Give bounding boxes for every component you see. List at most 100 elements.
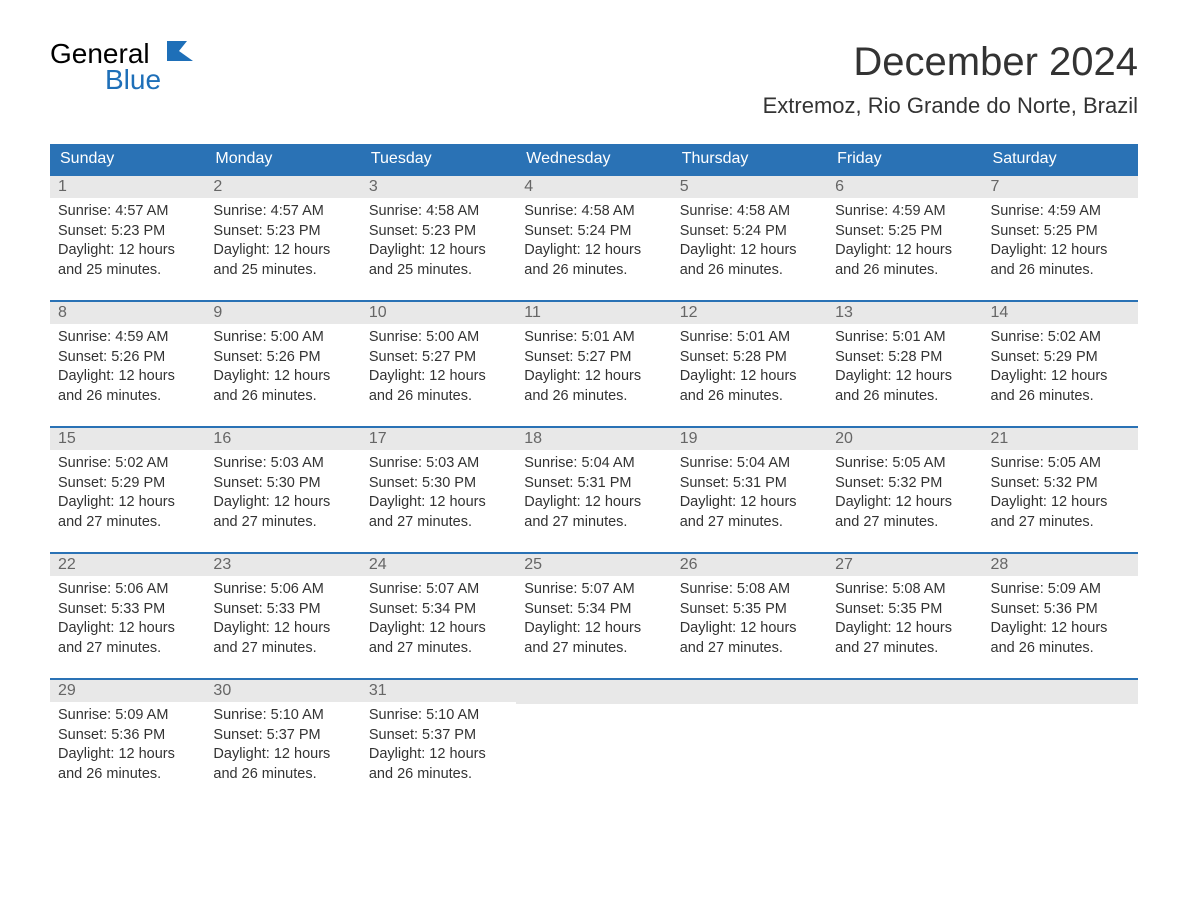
- day-number: 14: [983, 302, 1138, 324]
- day-d1: Daylight: 12 hours: [369, 367, 508, 387]
- day-number: 27: [827, 554, 982, 576]
- day-sunset: Sunset: 5:23 PM: [58, 222, 197, 242]
- day-sunrise: Sunrise: 4:59 AM: [991, 202, 1130, 222]
- day-number: 5: [672, 176, 827, 198]
- day-number: [516, 680, 671, 704]
- day-sunset: Sunset: 5:31 PM: [524, 474, 663, 494]
- day-cell: 24Sunrise: 5:07 AMSunset: 5:34 PMDayligh…: [361, 554, 516, 664]
- day-content: Sunrise: 5:02 AMSunset: 5:29 PMDaylight:…: [983, 324, 1138, 410]
- day-sunrise: Sunrise: 4:58 AM: [524, 202, 663, 222]
- day-content: Sunrise: 5:08 AMSunset: 5:35 PMDaylight:…: [827, 576, 982, 662]
- day-number: 28: [983, 554, 1138, 576]
- day-cell: 30Sunrise: 5:10 AMSunset: 5:37 PMDayligh…: [205, 680, 360, 790]
- day-cell: 17Sunrise: 5:03 AMSunset: 5:30 PMDayligh…: [361, 428, 516, 538]
- day-sunrise: Sunrise: 4:57 AM: [58, 202, 197, 222]
- day-sunset: Sunset: 5:24 PM: [680, 222, 819, 242]
- day-content: Sunrise: 5:05 AMSunset: 5:32 PMDaylight:…: [827, 450, 982, 536]
- day-d2: and 26 minutes.: [213, 765, 352, 785]
- calendar: SundayMondayTuesdayWednesdayThursdayFrid…: [50, 144, 1138, 790]
- day-cell: 23Sunrise: 5:06 AMSunset: 5:33 PMDayligh…: [205, 554, 360, 664]
- day-sunrise: Sunrise: 4:59 AM: [835, 202, 974, 222]
- day-d2: and 25 minutes.: [213, 261, 352, 281]
- day-content: Sunrise: 5:04 AMSunset: 5:31 PMDaylight:…: [672, 450, 827, 536]
- day-d2: and 26 minutes.: [991, 639, 1130, 659]
- day-sunrise: Sunrise: 4:57 AM: [213, 202, 352, 222]
- day-content: Sunrise: 5:00 AMSunset: 5:27 PMDaylight:…: [361, 324, 516, 410]
- day-d2: and 26 minutes.: [991, 387, 1130, 407]
- day-number: 15: [50, 428, 205, 450]
- day-d2: and 25 minutes.: [58, 261, 197, 281]
- day-number: 12: [672, 302, 827, 324]
- day-cell: 16Sunrise: 5:03 AMSunset: 5:30 PMDayligh…: [205, 428, 360, 538]
- day-d1: Daylight: 12 hours: [369, 493, 508, 513]
- day-number: 9: [205, 302, 360, 324]
- day-d2: and 26 minutes.: [680, 387, 819, 407]
- day-d1: Daylight: 12 hours: [680, 493, 819, 513]
- day-cell: 4Sunrise: 4:58 AMSunset: 5:24 PMDaylight…: [516, 176, 671, 286]
- day-cell: 3Sunrise: 4:58 AMSunset: 5:23 PMDaylight…: [361, 176, 516, 286]
- day-d2: and 27 minutes.: [680, 513, 819, 533]
- day-sunrise: Sunrise: 5:08 AM: [835, 580, 974, 600]
- day-sunrise: Sunrise: 5:03 AM: [369, 454, 508, 474]
- day-sunset: Sunset: 5:36 PM: [58, 726, 197, 746]
- day-sunrise: Sunrise: 5:07 AM: [524, 580, 663, 600]
- day-d2: and 27 minutes.: [524, 513, 663, 533]
- location-label: Extremoz, Rio Grande do Norte, Brazil: [763, 93, 1138, 119]
- day-cell: 7Sunrise: 4:59 AMSunset: 5:25 PMDaylight…: [983, 176, 1138, 286]
- day-header: Friday: [827, 144, 982, 174]
- day-cell: 14Sunrise: 5:02 AMSunset: 5:29 PMDayligh…: [983, 302, 1138, 412]
- day-cell: [827, 680, 982, 790]
- day-d1: Daylight: 12 hours: [213, 619, 352, 639]
- day-content: Sunrise: 5:00 AMSunset: 5:26 PMDaylight:…: [205, 324, 360, 410]
- day-d2: and 25 minutes.: [369, 261, 508, 281]
- day-d2: and 27 minutes.: [835, 513, 974, 533]
- day-d2: and 26 minutes.: [524, 261, 663, 281]
- day-cell: 18Sunrise: 5:04 AMSunset: 5:31 PMDayligh…: [516, 428, 671, 538]
- day-sunset: Sunset: 5:35 PM: [835, 600, 974, 620]
- day-content: Sunrise: 5:07 AMSunset: 5:34 PMDaylight:…: [516, 576, 671, 662]
- day-number: 19: [672, 428, 827, 450]
- day-content: Sunrise: 5:09 AMSunset: 5:36 PMDaylight:…: [983, 576, 1138, 662]
- day-sunrise: Sunrise: 5:08 AM: [680, 580, 819, 600]
- day-sunrise: Sunrise: 5:01 AM: [680, 328, 819, 348]
- day-sunrise: Sunrise: 5:04 AM: [524, 454, 663, 474]
- day-sunrise: Sunrise: 5:10 AM: [213, 706, 352, 726]
- day-header: Monday: [205, 144, 360, 174]
- day-header: Saturday: [983, 144, 1138, 174]
- day-d1: Daylight: 12 hours: [524, 493, 663, 513]
- day-sunset: Sunset: 5:24 PM: [524, 222, 663, 242]
- day-d1: Daylight: 12 hours: [524, 241, 663, 261]
- day-content: Sunrise: 5:07 AMSunset: 5:34 PMDaylight:…: [361, 576, 516, 662]
- day-sunset: Sunset: 5:36 PM: [991, 600, 1130, 620]
- day-d2: and 26 minutes.: [680, 261, 819, 281]
- day-header: Wednesday: [516, 144, 671, 174]
- day-cell: 29Sunrise: 5:09 AMSunset: 5:36 PMDayligh…: [50, 680, 205, 790]
- day-sunrise: Sunrise: 5:03 AM: [213, 454, 352, 474]
- day-number: 31: [361, 680, 516, 702]
- day-sunset: Sunset: 5:23 PM: [213, 222, 352, 242]
- day-sunrise: Sunrise: 4:59 AM: [58, 328, 197, 348]
- day-sunset: Sunset: 5:32 PM: [991, 474, 1130, 494]
- day-d1: Daylight: 12 hours: [835, 493, 974, 513]
- day-header: Tuesday: [361, 144, 516, 174]
- day-number: 10: [361, 302, 516, 324]
- day-sunset: Sunset: 5:32 PM: [835, 474, 974, 494]
- day-sunset: Sunset: 5:23 PM: [369, 222, 508, 242]
- day-d2: and 27 minutes.: [835, 639, 974, 659]
- day-d1: Daylight: 12 hours: [991, 367, 1130, 387]
- day-sunset: Sunset: 5:34 PM: [369, 600, 508, 620]
- day-sunset: Sunset: 5:25 PM: [835, 222, 974, 242]
- day-number: 13: [827, 302, 982, 324]
- day-d1: Daylight: 12 hours: [213, 745, 352, 765]
- day-number: 24: [361, 554, 516, 576]
- day-sunset: Sunset: 5:29 PM: [58, 474, 197, 494]
- day-d2: and 27 minutes.: [58, 513, 197, 533]
- day-sunset: Sunset: 5:26 PM: [213, 348, 352, 368]
- day-sunrise: Sunrise: 5:10 AM: [369, 706, 508, 726]
- day-sunset: Sunset: 5:30 PM: [213, 474, 352, 494]
- week-row: 22Sunrise: 5:06 AMSunset: 5:33 PMDayligh…: [50, 552, 1138, 664]
- day-cell: [672, 680, 827, 790]
- day-sunrise: Sunrise: 5:06 AM: [58, 580, 197, 600]
- day-cell: 31Sunrise: 5:10 AMSunset: 5:37 PMDayligh…: [361, 680, 516, 790]
- day-number: [983, 680, 1138, 704]
